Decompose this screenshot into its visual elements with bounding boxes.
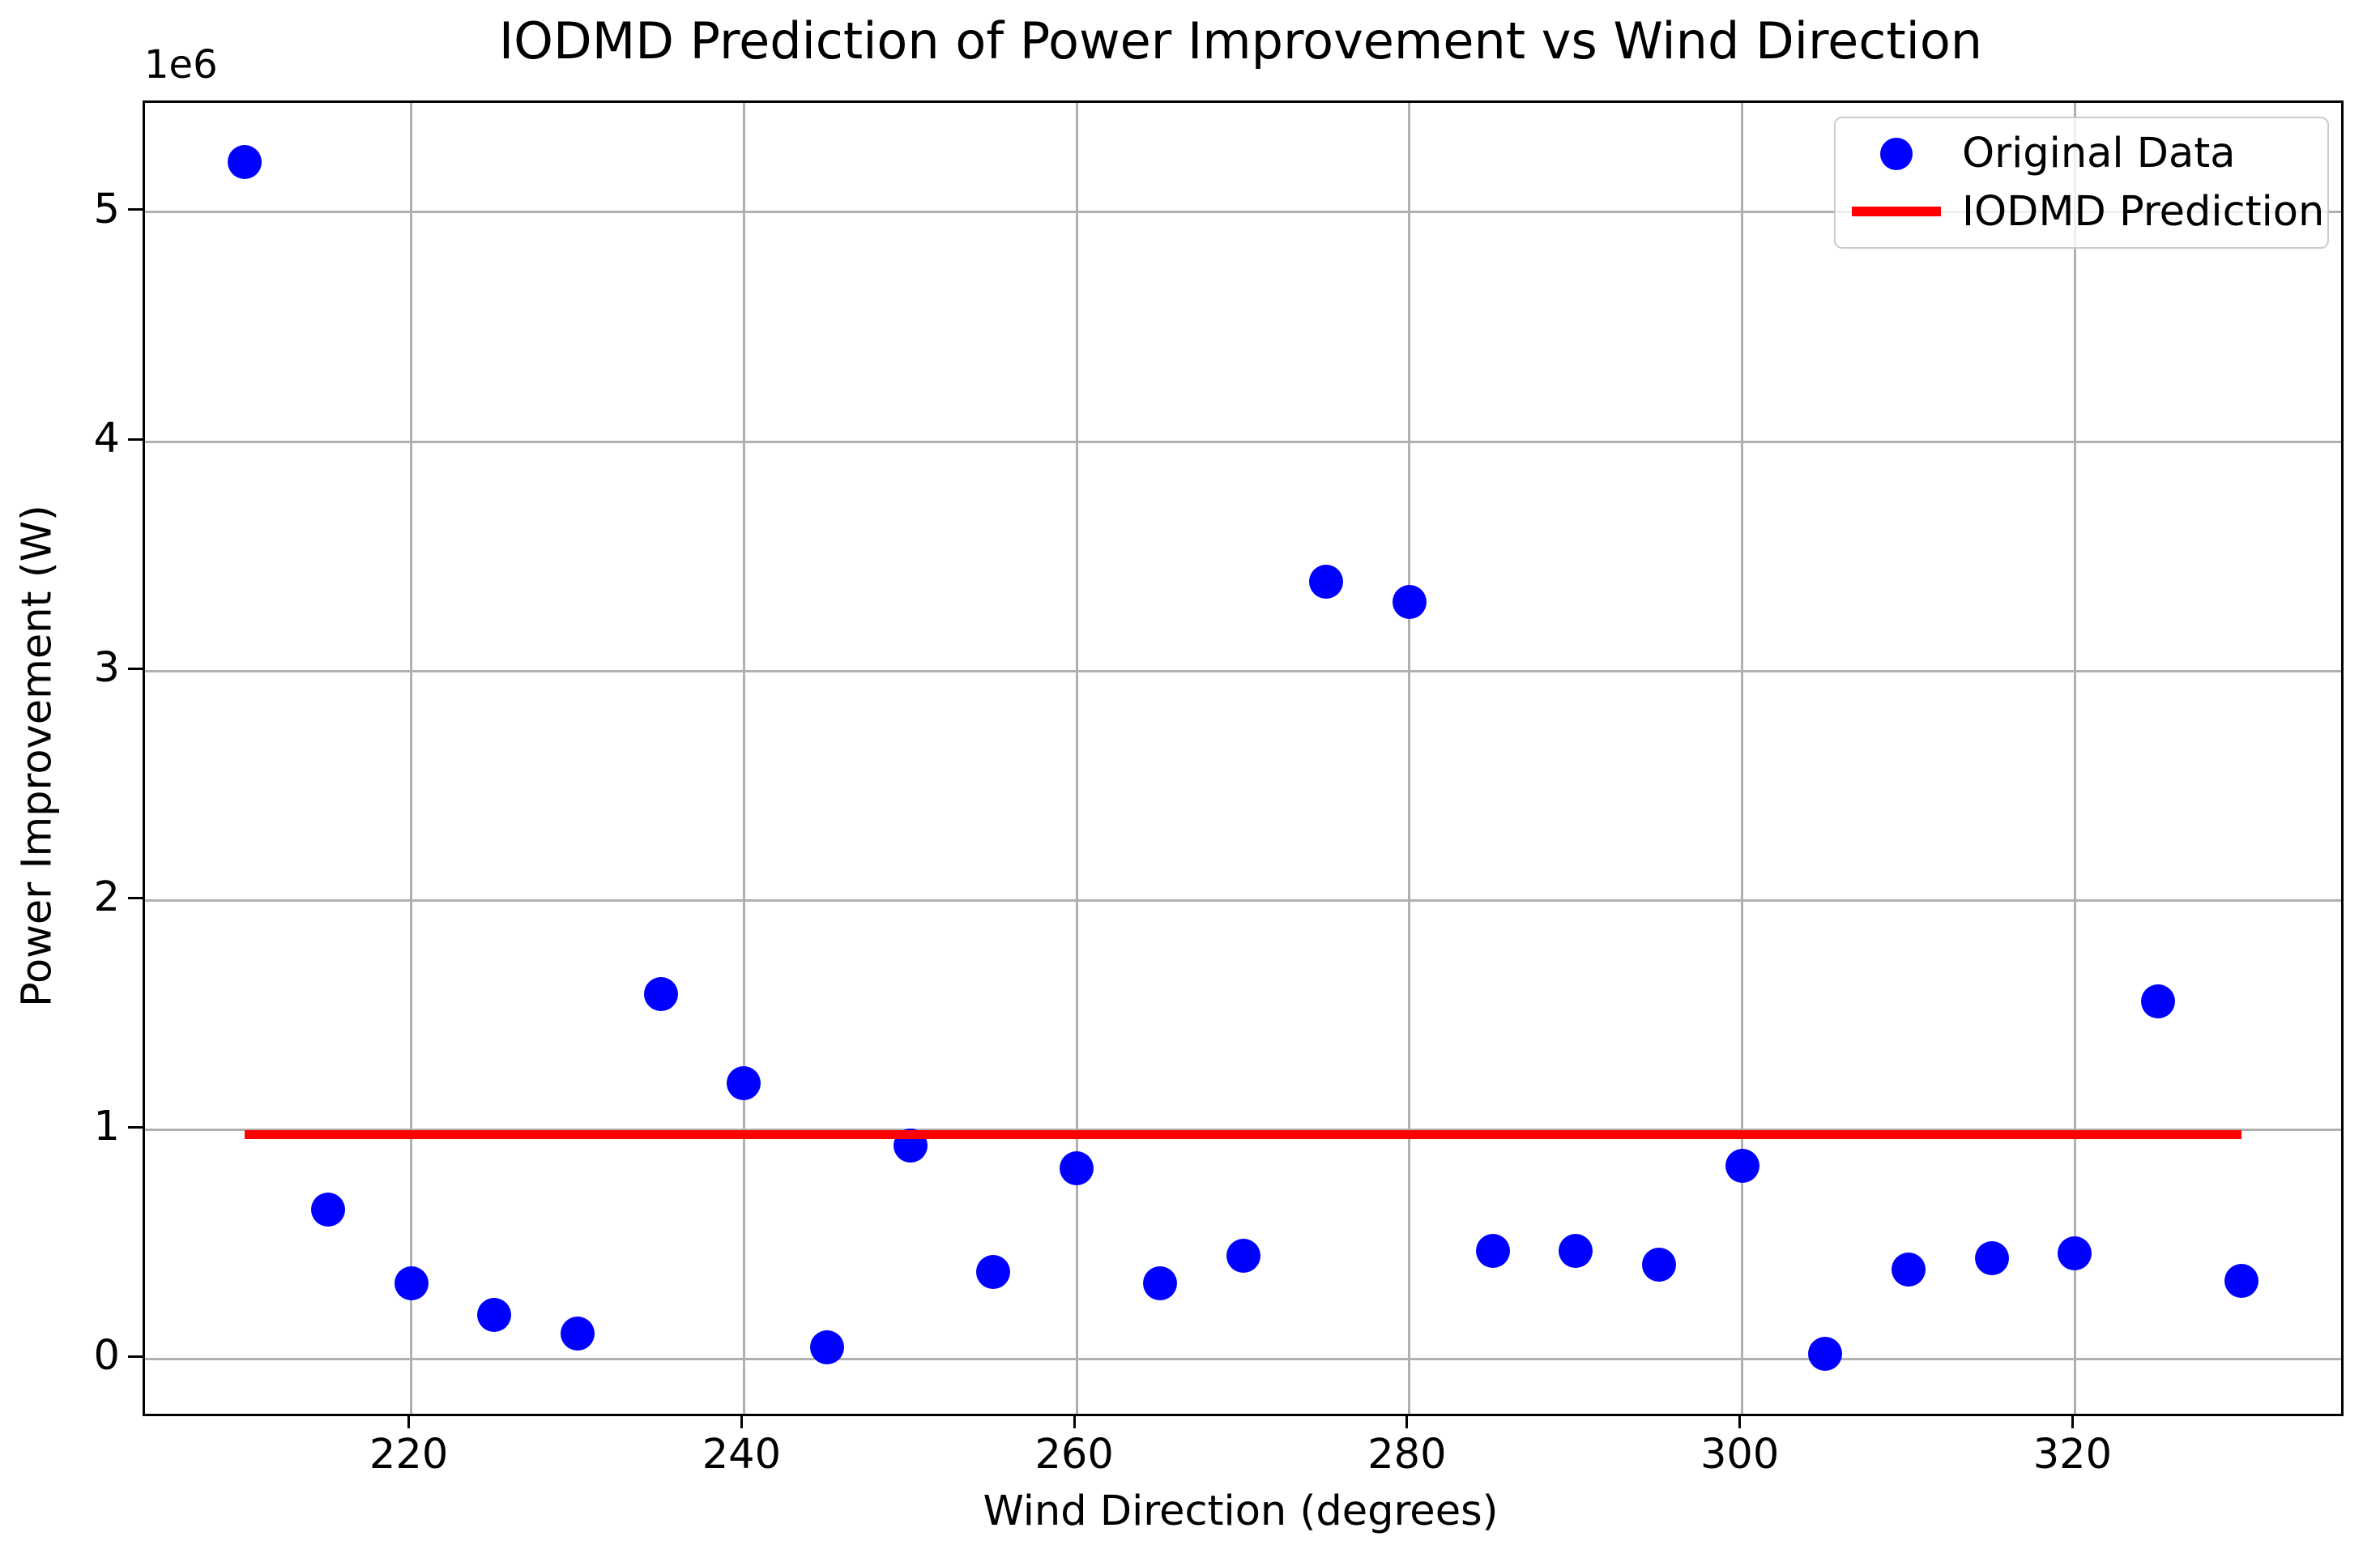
data-point (1725, 1149, 1759, 1184)
x-tick-mark (407, 1414, 411, 1428)
data-point (1226, 1238, 1260, 1273)
data-point (477, 1298, 512, 1333)
data-point (1142, 1265, 1177, 1300)
y-gridline (145, 211, 2341, 214)
y-axis-label: Power Improvement (W) (13, 505, 62, 1007)
data-point (1641, 1248, 1676, 1283)
data-point (2141, 984, 2176, 1018)
data-point (228, 144, 262, 179)
x-tick-mark (1073, 1414, 1076, 1428)
y-gridline (145, 669, 2341, 672)
data-point (727, 1066, 761, 1101)
y-tick-mark (128, 208, 143, 211)
data-point (1475, 1234, 1510, 1269)
x-tick-label: 320 (2032, 1431, 2113, 1479)
y-gridline (145, 898, 2341, 902)
x-tick-label: 280 (1367, 1431, 1447, 1479)
y-tick-mark (128, 896, 143, 899)
y-tick-label: 1 (93, 1103, 120, 1151)
y-tick-mark (128, 667, 143, 670)
y-tick-mark (128, 1125, 143, 1129)
y-tick-label: 4 (93, 415, 120, 463)
x-tick-mark (1738, 1414, 1742, 1428)
data-point (643, 977, 678, 1012)
legend: Original Data IODMD Prediction (1834, 117, 2329, 249)
scatter-marker-icon (1880, 137, 1913, 170)
x-gridline (2073, 103, 2076, 1414)
prediction-line (245, 1130, 2241, 1140)
data-point (1060, 1151, 1094, 1186)
x-gridline (410, 103, 413, 1414)
x-tick-label: 240 (702, 1431, 782, 1479)
data-point (1974, 1240, 2009, 1275)
data-point (1559, 1234, 1593, 1269)
x-axis-label: Wind Direction (degrees) (983, 1487, 1499, 1535)
legend-swatch-box (1836, 207, 1957, 217)
data-point (2224, 1263, 2258, 1298)
plot-area (143, 100, 2344, 1416)
x-gridline (1741, 103, 1744, 1414)
x-tick-mark (2071, 1414, 2074, 1428)
data-point (394, 1265, 429, 1300)
data-point (976, 1254, 1011, 1289)
legend-label: IODMD Prediction (1962, 187, 2325, 236)
data-point (1309, 564, 1344, 599)
y-tick-label: 2 (93, 873, 120, 922)
legend-item-iodmd-prediction: IODMD Prediction (1836, 185, 2327, 238)
x-gridline (1075, 103, 1078, 1414)
x-gridline (1408, 103, 1411, 1414)
data-point (1808, 1337, 1843, 1372)
y-tick-mark (128, 437, 143, 441)
data-point (560, 1316, 595, 1351)
x-tick-label: 300 (1700, 1431, 1780, 1479)
y-axis-offset-label: 1e6 (144, 42, 218, 87)
legend-swatch-box (1836, 137, 1957, 170)
x-tick-mark (740, 1414, 743, 1428)
data-point (2058, 1236, 2092, 1270)
y-tick-label: 5 (93, 185, 120, 233)
data-point (1892, 1252, 1926, 1287)
y-tick-label: 0 (93, 1332, 120, 1381)
legend-item-original-data: Original Data (1836, 127, 2327, 181)
y-gridline (145, 1357, 2341, 1360)
legend-label: Original Data (1962, 130, 2236, 178)
data-point (310, 1193, 345, 1227)
line-marker-icon (1852, 207, 1941, 217)
x-gridline (742, 103, 745, 1414)
x-tick-label: 260 (1034, 1431, 1114, 1479)
y-tick-mark (128, 1355, 143, 1358)
y-gridline (145, 1128, 2341, 1131)
y-gridline (145, 440, 2341, 443)
y-tick-label: 3 (93, 644, 120, 693)
x-tick-label: 220 (369, 1431, 449, 1479)
data-point (1392, 585, 1427, 620)
chart-title: IODMD Prediction of Power Improvement vs… (498, 11, 1983, 70)
x-tick-mark (1405, 1414, 1409, 1428)
data-point (810, 1329, 845, 1364)
